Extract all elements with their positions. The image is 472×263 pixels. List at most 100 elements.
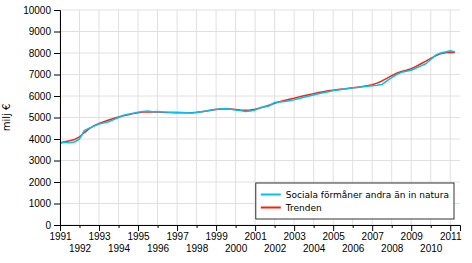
x-tick-label: 2010 — [420, 243, 443, 254]
y-tick: 2000 — [29, 177, 60, 188]
grid-line-x — [157, 10, 158, 225]
grid-line-x — [235, 10, 236, 225]
x-tick-label: 2011 — [440, 231, 462, 242]
x-tick-mark — [431, 225, 432, 228]
y-tick-mark — [54, 139, 60, 140]
y-tick: 7000 — [29, 69, 60, 80]
y-tick: 5000 — [29, 112, 60, 123]
legend-swatch — [261, 194, 281, 196]
y-tick-label: 5000 — [29, 112, 52, 123]
plot: 1991199219931994199519961997199819992000… — [1, 5, 462, 254]
grid-line-x — [216, 10, 217, 225]
y-tick: 1000 — [29, 198, 60, 209]
x-tick-label: 1992 — [69, 243, 92, 254]
x-tick-mark — [216, 225, 217, 231]
y-axis-line — [54, 11, 61, 226]
x-tick: 2007 — [362, 225, 385, 242]
x-tick: 2001 — [244, 225, 267, 242]
y-tick-label: 1000 — [29, 198, 52, 209]
grid-line-y — [60, 96, 460, 97]
x-tick-mark — [177, 225, 178, 231]
chart: 1991199219931994199519961997199819992000… — [0, 0, 472, 263]
grid-line-x — [138, 10, 139, 225]
grid-line-y — [60, 31, 460, 32]
y-tick-mark — [54, 182, 60, 183]
x-tick-mark — [197, 225, 198, 228]
x-tick-mark — [119, 225, 120, 228]
x-tick-label: 2007 — [362, 231, 385, 242]
y-tick-mark — [54, 225, 60, 226]
y-tick-mark — [54, 204, 60, 205]
x-tick-mark — [333, 225, 334, 231]
x-tick-label: 1999 — [205, 231, 228, 242]
y-tick-mark — [54, 161, 60, 162]
x-tick-label: 2001 — [244, 231, 267, 242]
x-tick-mark — [236, 225, 237, 228]
grid — [60, 10, 460, 225]
x-tick-label: 2000 — [225, 243, 248, 254]
y-tick-mark — [54, 118, 60, 119]
y-tick-mark — [54, 10, 60, 11]
grid-line-y — [60, 139, 460, 140]
y-tick-label: 8000 — [29, 48, 52, 59]
y-tick: 0 — [45, 220, 60, 231]
x-tick-mark — [314, 225, 315, 228]
y-tick: 9000 — [29, 26, 60, 37]
series-line — [60, 51, 455, 143]
legend-box — [256, 183, 454, 219]
x-axis: 1991199219931994199519961997199819992000… — [49, 225, 462, 254]
legend-label: Sociala förmåner andra än in natura — [286, 190, 449, 200]
x-tick-label: 2004 — [303, 243, 326, 254]
y-tick-label: 9000 — [29, 26, 52, 37]
x-tick-label: 2008 — [381, 243, 404, 254]
x-tick-mark — [294, 225, 295, 231]
x-tick-label: 1991 — [49, 231, 72, 242]
x-tick-label: 1997 — [166, 231, 189, 242]
y-tick-label: 10000 — [23, 5, 51, 16]
x-tick-mark — [450, 225, 451, 231]
y-tick-mark — [54, 75, 60, 76]
y-tick-mark — [54, 32, 60, 33]
y-tick: 10000 — [23, 5, 60, 16]
x-tick-label: 1996 — [147, 243, 170, 254]
y-tick-label: 7000 — [29, 69, 52, 80]
x-tick-mark — [255, 225, 256, 231]
grid-line-y — [60, 74, 460, 75]
y-tick: 3000 — [29, 155, 60, 166]
x-tick: 2011 — [440, 225, 462, 242]
x-tick-mark — [99, 225, 100, 231]
x-tick: 2005 — [323, 225, 346, 242]
legend-swatch — [261, 207, 281, 209]
grid-line-x — [99, 10, 100, 225]
x-tick-label: 2002 — [264, 243, 287, 254]
marks — [60, 51, 455, 143]
grid-line-y — [60, 53, 460, 54]
x-tick-label: 1993 — [88, 231, 111, 242]
x-tick-mark — [392, 225, 393, 228]
x-tick: 2003 — [284, 225, 307, 242]
x-tick: 2009 — [401, 225, 424, 242]
x-tick-mark — [411, 225, 412, 231]
x-tick-mark — [372, 225, 373, 231]
x-tick-mark — [80, 225, 81, 228]
y-tick-label: 0 — [45, 220, 51, 231]
x-tick: 1999 — [205, 225, 228, 242]
x-tick-label: 2009 — [401, 231, 424, 242]
y-tick-label: 2000 — [29, 177, 52, 188]
grid-line-y — [60, 160, 460, 161]
y-axis-title: milj € — [1, 104, 12, 132]
grid-line-y — [60, 182, 460, 183]
x-tick-label: 2005 — [323, 231, 346, 242]
y-tick: 6000 — [29, 91, 60, 102]
x-tick-mark — [158, 225, 159, 228]
legend-label: Trenden — [285, 203, 322, 213]
x-tick-mark — [138, 225, 139, 231]
x-tick-label: 1994 — [108, 243, 131, 254]
grid-line-x — [196, 10, 197, 225]
x-tick-label: 2006 — [342, 243, 365, 254]
legend: Sociala förmåner andra än in natura Trend… — [256, 183, 454, 219]
series-line — [60, 52, 455, 143]
y-tick-mark — [54, 96, 60, 97]
x-tick-label: 1995 — [127, 231, 150, 242]
x-tick: 1995 — [127, 225, 150, 242]
